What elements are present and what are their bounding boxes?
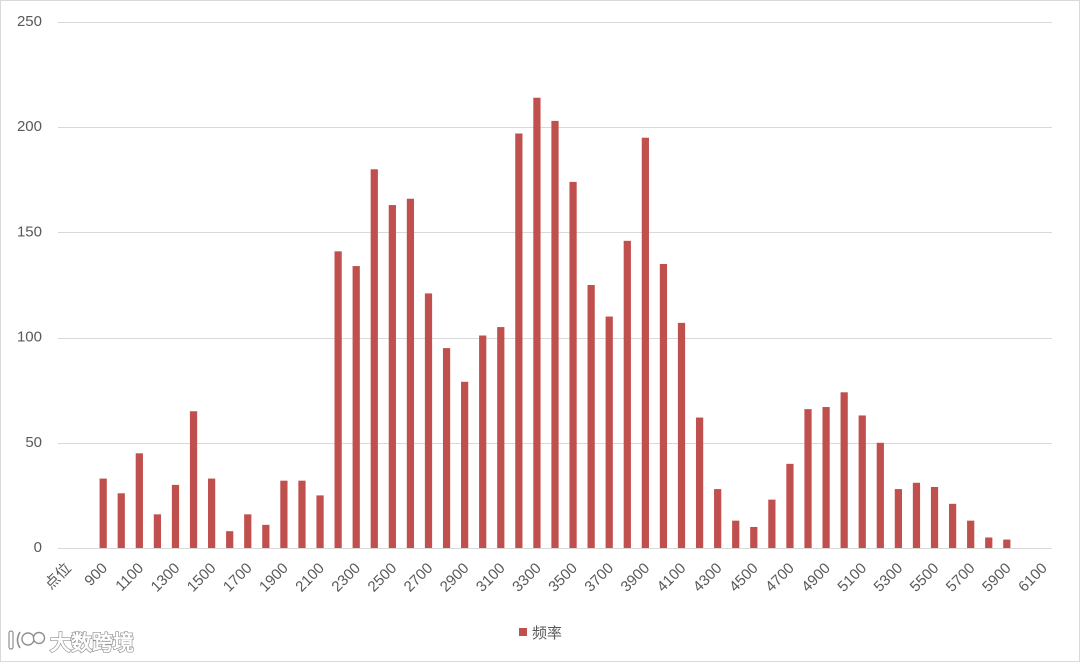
bar-1600 bbox=[226, 531, 234, 548]
bar-5600 bbox=[948, 503, 957, 548]
y-tick-label-250: 250 bbox=[17, 13, 42, 30]
y-tick-label-0: 0 bbox=[34, 539, 42, 556]
legend-label: 频率 bbox=[532, 625, 562, 642]
bar-4800 bbox=[804, 409, 812, 548]
bar-series bbox=[99, 97, 1011, 549]
bar-3700 bbox=[605, 316, 613, 548]
bar-5200 bbox=[876, 442, 884, 548]
bar-5700 bbox=[967, 520, 975, 548]
bar-1800 bbox=[262, 524, 270, 548]
bar-1700 bbox=[244, 514, 252, 548]
bar-1300 bbox=[171, 484, 180, 548]
y-axis-tick-labels: 0 50 100 150 200 250 bbox=[17, 13, 42, 556]
bar-2900 bbox=[461, 381, 469, 548]
bar-2200 bbox=[334, 251, 342, 548]
bar-5300 bbox=[894, 489, 902, 548]
bar-4900 bbox=[822, 407, 830, 548]
bar-5900 bbox=[1003, 539, 1011, 548]
bar-4100 bbox=[677, 322, 686, 548]
bar-2700 bbox=[424, 293, 433, 548]
bar-5800 bbox=[985, 537, 993, 548]
bar-1100 bbox=[135, 453, 143, 548]
bar-4000 bbox=[659, 263, 668, 548]
bar-3000 bbox=[479, 335, 487, 548]
bar-4400 bbox=[732, 520, 740, 548]
bar-4600 bbox=[768, 499, 776, 548]
bar-3400 bbox=[551, 120, 559, 548]
bar-1000 bbox=[117, 493, 125, 548]
bar-3800 bbox=[623, 240, 631, 548]
bar-2000 bbox=[298, 480, 306, 548]
bar-2500 bbox=[388, 205, 396, 549]
bar-4200 bbox=[695, 417, 704, 548]
bar-3500 bbox=[569, 181, 577, 548]
bar-900 bbox=[99, 478, 107, 548]
bar-2800 bbox=[442, 348, 451, 548]
y-tick-label-50: 50 bbox=[25, 434, 42, 451]
bar-1900 bbox=[280, 480, 288, 548]
bar-3300 bbox=[533, 97, 541, 549]
bar-5400 bbox=[912, 482, 921, 548]
bar-2300 bbox=[352, 266, 360, 548]
bar-5000 bbox=[840, 392, 848, 548]
bar-3100 bbox=[497, 327, 505, 548]
bar-1500 bbox=[208, 478, 216, 548]
bar-4700 bbox=[786, 463, 794, 548]
bar-3600 bbox=[587, 285, 595, 548]
y-tick-label-200: 200 bbox=[17, 118, 42, 135]
bar-2400 bbox=[370, 169, 378, 548]
bar-4300 bbox=[714, 489, 722, 548]
bar-4500 bbox=[750, 526, 758, 548]
bar-2600 bbox=[406, 198, 415, 549]
watermark-logo-icon bbox=[8, 630, 46, 650]
bar-1200 bbox=[153, 514, 162, 548]
watermark: 大数跨境 bbox=[8, 630, 135, 656]
bar-3900 bbox=[641, 137, 649, 548]
bar-3200 bbox=[515, 133, 523, 548]
legend-swatch bbox=[519, 628, 527, 636]
bar-2100 bbox=[316, 495, 324, 548]
bar-5100 bbox=[858, 415, 866, 548]
watermark-text: 大数跨境 bbox=[50, 631, 134, 655]
legend: 频率 bbox=[519, 625, 562, 642]
y-tick-label-150: 150 bbox=[17, 223, 42, 240]
y-tick-label-100: 100 bbox=[17, 329, 42, 346]
bar-5500 bbox=[930, 486, 939, 548]
bar-1400 bbox=[189, 411, 198, 548]
